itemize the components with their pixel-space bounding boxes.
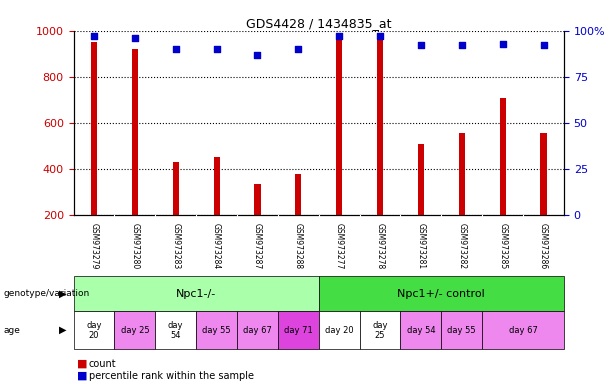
- Bar: [155, 311, 196, 349]
- Bar: [418, 144, 424, 215]
- Bar: [319, 311, 360, 349]
- Bar: [482, 311, 564, 349]
- Text: GSM973279: GSM973279: [89, 223, 99, 269]
- Bar: [74, 276, 319, 311]
- Bar: [459, 133, 465, 215]
- Text: genotype/variation: genotype/variation: [3, 289, 89, 298]
- Text: GSM973281: GSM973281: [416, 223, 425, 269]
- Bar: [74, 311, 115, 349]
- Point: [334, 33, 344, 39]
- Text: ■: ■: [77, 359, 87, 369]
- Bar: [400, 311, 441, 349]
- Point: [171, 46, 181, 52]
- Text: GSM973284: GSM973284: [212, 223, 221, 269]
- Bar: [237, 311, 278, 349]
- Bar: [500, 98, 506, 215]
- Bar: [115, 311, 155, 349]
- Text: day 55: day 55: [447, 326, 476, 335]
- Text: GSM973280: GSM973280: [131, 223, 139, 269]
- Text: day 54: day 54: [406, 326, 435, 335]
- Bar: [441, 311, 482, 349]
- Bar: [295, 174, 302, 215]
- Bar: [278, 311, 319, 349]
- Bar: [336, 35, 342, 215]
- Text: age: age: [3, 326, 20, 335]
- Bar: [377, 40, 383, 215]
- Text: GSM973283: GSM973283: [171, 223, 180, 269]
- Text: Npc1-/-: Npc1-/-: [176, 289, 216, 299]
- Point: [375, 33, 385, 39]
- Text: ▶: ▶: [59, 325, 66, 335]
- Point: [253, 51, 262, 58]
- Bar: [213, 157, 219, 215]
- Point: [211, 46, 221, 52]
- Point: [130, 35, 140, 41]
- Text: day
20: day 20: [86, 321, 102, 340]
- Text: count: count: [89, 359, 116, 369]
- Text: Npc1+/- control: Npc1+/- control: [397, 289, 485, 299]
- Text: ■: ■: [77, 371, 87, 381]
- Point: [498, 41, 508, 47]
- Text: day
54: day 54: [168, 321, 183, 340]
- Text: day 67: day 67: [509, 326, 538, 335]
- Text: GSM973278: GSM973278: [376, 223, 384, 269]
- Text: day 71: day 71: [284, 326, 313, 335]
- Point: [294, 46, 303, 52]
- Point: [416, 42, 426, 48]
- Bar: [91, 42, 97, 215]
- Text: GSM973277: GSM973277: [335, 223, 344, 269]
- Point: [89, 33, 99, 39]
- Text: GSM973282: GSM973282: [457, 223, 466, 269]
- Text: day 55: day 55: [202, 326, 231, 335]
- Title: GDS4428 / 1434835_at: GDS4428 / 1434835_at: [246, 17, 392, 30]
- Text: day
25: day 25: [372, 321, 388, 340]
- Bar: [319, 276, 564, 311]
- Bar: [541, 133, 547, 215]
- Bar: [254, 184, 261, 215]
- Text: GSM973286: GSM973286: [539, 223, 548, 269]
- Text: day 20: day 20: [325, 326, 354, 335]
- Bar: [173, 162, 179, 215]
- Text: percentile rank within the sample: percentile rank within the sample: [89, 371, 254, 381]
- Bar: [132, 49, 138, 215]
- Point: [457, 42, 466, 48]
- Text: day 25: day 25: [121, 326, 149, 335]
- Bar: [196, 311, 237, 349]
- Text: GSM973285: GSM973285: [498, 223, 507, 269]
- Text: day 67: day 67: [243, 326, 272, 335]
- Point: [539, 42, 549, 48]
- Text: GSM973288: GSM973288: [294, 223, 303, 269]
- Text: GSM973287: GSM973287: [253, 223, 262, 269]
- Text: ▶: ▶: [59, 289, 66, 299]
- Bar: [360, 311, 400, 349]
